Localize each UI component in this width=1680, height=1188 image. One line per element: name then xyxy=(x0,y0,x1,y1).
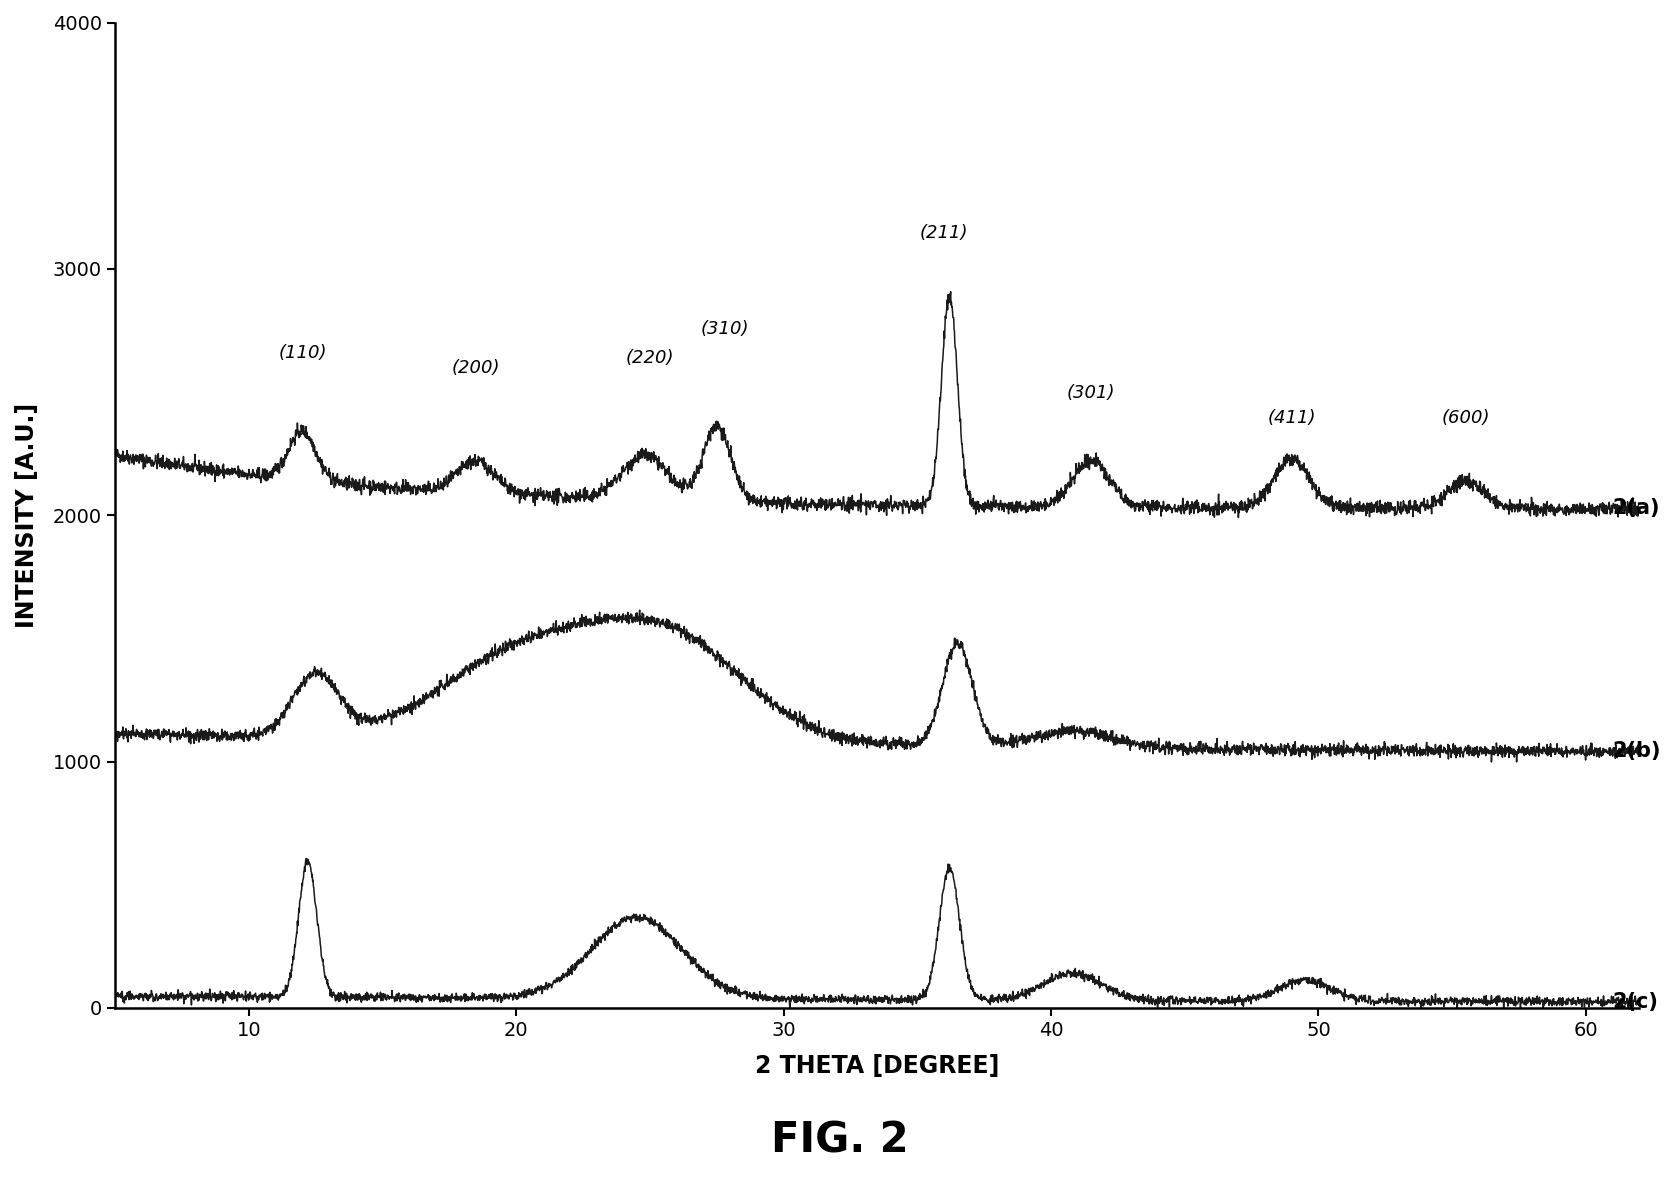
Text: FIG. 2: FIG. 2 xyxy=(771,1119,909,1162)
Text: (200): (200) xyxy=(452,359,501,378)
Text: (211): (211) xyxy=(921,223,968,241)
Text: (411): (411) xyxy=(1267,409,1315,426)
Text: 2(c): 2(c) xyxy=(1613,992,1658,1012)
Text: (220): (220) xyxy=(625,349,674,367)
X-axis label: 2 THETA [DEGREE]: 2 THETA [DEGREE] xyxy=(754,1054,1000,1078)
Text: (110): (110) xyxy=(279,345,326,362)
Text: (600): (600) xyxy=(1441,409,1490,426)
Text: (310): (310) xyxy=(701,320,749,337)
Text: (301): (301) xyxy=(1067,384,1116,402)
Text: 2(a): 2(a) xyxy=(1613,499,1660,518)
Text: 2(b): 2(b) xyxy=(1613,741,1662,762)
Y-axis label: INTENSITY [A.U.]: INTENSITY [A.U.] xyxy=(15,403,39,627)
